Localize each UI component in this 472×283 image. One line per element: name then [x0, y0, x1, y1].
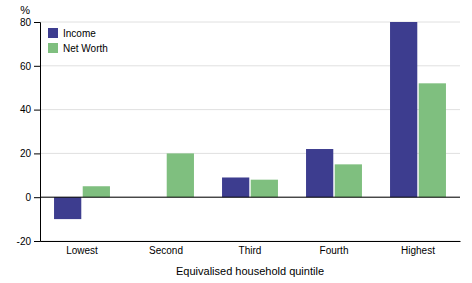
legend-label: Income: [63, 28, 96, 39]
bar: [167, 153, 194, 197]
legend-label: Net Worth: [63, 43, 108, 54]
y-tick-label: 0: [25, 192, 31, 203]
y-axis-line: [34, 23, 41, 242]
legend-swatch: [48, 28, 58, 38]
bar: [335, 164, 362, 197]
bar: [83, 186, 110, 197]
y-tick: 60: [20, 61, 40, 72]
y-tick-label: 60: [20, 61, 32, 72]
series-bars: [54, 22, 417, 219]
x-tick: Highest: [401, 245, 435, 256]
y-tick: 20: [20, 148, 40, 159]
grid-line: [40, 241, 460, 242]
x-axis-line: [41, 241, 461, 242]
y-tick: 0: [25, 192, 40, 203]
y-tick-mark: [34, 22, 40, 23]
x-axis-title: Equivalised household quintile: [176, 265, 324, 277]
y-axis: -20 0 20 40 60 80: [17, 17, 41, 247]
y-tick: 80: [20, 17, 40, 28]
chart: -20 0 20 40 60 80 Lowest Second Third Fourth Highe…: [0, 0, 472, 283]
legend-swatch: [48, 43, 58, 53]
bars: [54, 22, 446, 219]
y-tick-label: 20: [20, 148, 32, 159]
x-tick-label: Third: [239, 245, 262, 256]
x-tick-label: Fourth: [320, 245, 349, 256]
legend-item: Income: [48, 28, 96, 39]
x-tick: Fourth: [320, 245, 349, 256]
grid: [40, 22, 460, 241]
x-tick-label: Lowest: [66, 245, 98, 256]
bar: [251, 180, 278, 198]
y-tick-mark: [34, 153, 40, 154]
plot: -20 0 20 40 60 80 Lowest Second Third Fourth Highe…: [17, 17, 461, 256]
y-tick-label: 40: [20, 104, 32, 115]
y-axis-title: %: [20, 4, 30, 16]
grid-line: [40, 197, 460, 198]
x-tick: Second: [149, 245, 183, 256]
y-tick: 40: [20, 104, 40, 115]
bar: [419, 83, 446, 197]
series-bars: [83, 83, 446, 197]
y-tick-mark: [34, 241, 40, 242]
x-tick: Lowest: [66, 245, 98, 256]
bar: [306, 149, 333, 197]
x-tick: Third: [239, 245, 262, 256]
y-tick-mark: [34, 110, 40, 111]
y-tick-label: 80: [20, 17, 32, 28]
x-tick-label: Second: [149, 245, 183, 256]
legend-item: Net Worth: [48, 43, 108, 54]
legend: Income Net Worth: [48, 28, 108, 54]
x-tick-label: Highest: [401, 245, 435, 256]
bar: [222, 177, 249, 197]
bar: [390, 22, 417, 197]
bar: [54, 197, 81, 219]
baseline: [40, 197, 460, 198]
y-tick: -20: [17, 236, 40, 247]
y-tick-mark: [34, 66, 40, 67]
x-axis: Lowest Second Third Fourth Highest: [41, 242, 461, 257]
y-tick-label: -20: [17, 236, 32, 247]
y-tick-mark: [34, 197, 40, 198]
